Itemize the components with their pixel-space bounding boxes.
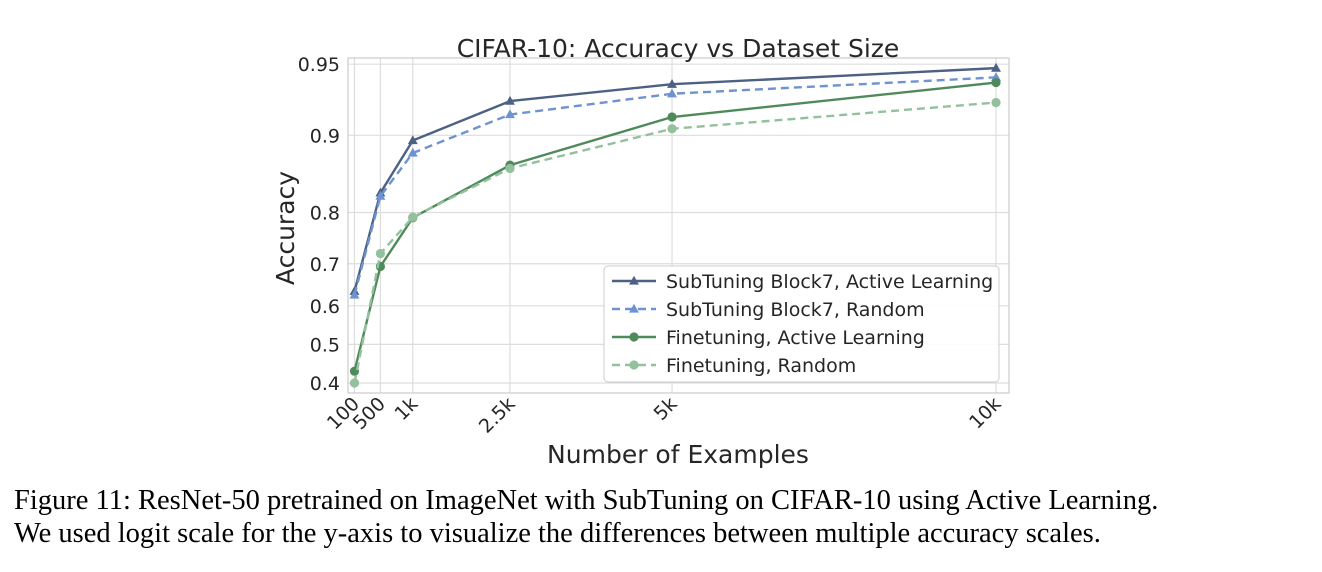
data-point-subtuning-block7-random (349, 289, 360, 299)
legend-label: Finetuning, Active Learning (666, 327, 925, 349)
x-tick-label: 1k (390, 393, 422, 425)
legend-swatch-marker (629, 360, 639, 370)
x-tick-label: 10k (965, 393, 1005, 433)
y-tick-label: 0.7 (310, 254, 340, 276)
data-point-subtuning-block7-active-learning (667, 79, 677, 88)
plot-frame (347, 57, 1010, 394)
y-tick-label: 0.4 (310, 373, 340, 395)
data-point-finetuning-random (408, 212, 418, 222)
y-tick-labels: 0.4 0.5 0.6 0.7 0.8 0.9 0.95 (298, 54, 340, 395)
caption-line-2: We used logit scale for the y-axis to vi… (14, 518, 1101, 549)
series-line-subtuning-block7-random (353, 76, 997, 296)
legend-entry-finetuning-random: Finetuning, Random (612, 355, 856, 377)
legend-label: SubTuning Block7, Random (666, 299, 925, 321)
y-tick-label: 0.95 (298, 54, 340, 76)
data-point-finetuning-random (505, 163, 515, 174)
data-point-finetuning-random (349, 378, 360, 388)
y-tick-label: 0.6 (310, 296, 340, 318)
legend-entry-finetuning-active-learning: Finetuning, Active Learning (612, 327, 925, 349)
data-point-subtuning-block7-random (375, 190, 386, 200)
x-axis-label: Number of Examples (547, 440, 809, 469)
caption-line-1: Figure 11: ResNet-50 pretrained on Image… (14, 485, 1159, 516)
data-point-subtuning-block7-active-learning (407, 135, 418, 145)
legend-label: SubTuning Block7, Active Learning (666, 271, 993, 293)
data-point-subtuning-block7-random (667, 88, 677, 98)
data-point-finetuning-active-learning (667, 112, 677, 122)
series-finetuning-random (349, 97, 1001, 388)
legend: SubTuning Block7, Active Learning SubTuni… (603, 265, 1000, 383)
y-tick-label: 0.9 (310, 125, 340, 147)
y-tick-label: 0.5 (310, 334, 340, 356)
data-point-finetuning-random (991, 97, 1001, 108)
legend-swatch-marker (629, 332, 639, 342)
data-point-subtuning-block7-active-learning (505, 95, 515, 105)
x-tick-label: 500 (349, 393, 390, 434)
legend-entry-subtuning-block7-active-learning: SubTuning Block7, Active Learning (612, 271, 993, 293)
series-line-subtuning-block7-active-learning (353, 66, 997, 292)
legend-entries: SubTuning Block7, Active Learning SubTuni… (612, 271, 993, 377)
data-point-finetuning-active-learning (991, 77, 1001, 88)
legend-label: Finetuning, Random (666, 355, 856, 377)
x-tick-label: 2.5k (475, 393, 520, 438)
y-axis-label: Accuracy (271, 171, 300, 285)
legend-box (603, 265, 1000, 383)
y-tick-label: 0.8 (310, 202, 340, 224)
data-point-finetuning-random (667, 124, 677, 134)
x-tick-label: 5k (650, 393, 682, 425)
legend-swatch-marker (629, 303, 639, 313)
legend-swatch-marker (629, 275, 639, 285)
data-point-subtuning-block7-active-learning (991, 62, 1001, 72)
series-layer (349, 62, 1001, 388)
data-point-subtuning-block7-random (505, 109, 515, 119)
series-line-finetuning-active-learning (353, 81, 997, 372)
data-point-subtuning-block7-random (407, 147, 418, 157)
figure-caption: Figure 11: ResNet-50 pretrained on Image… (14, 484, 1314, 550)
series-line-finetuning-random (353, 101, 997, 384)
chart-title: CIFAR-10: Accuracy vs Dataset Size (457, 34, 900, 63)
legend-entry-subtuning-block7-random: SubTuning Block7, Random (612, 299, 925, 321)
data-point-finetuning-random (375, 248, 386, 259)
